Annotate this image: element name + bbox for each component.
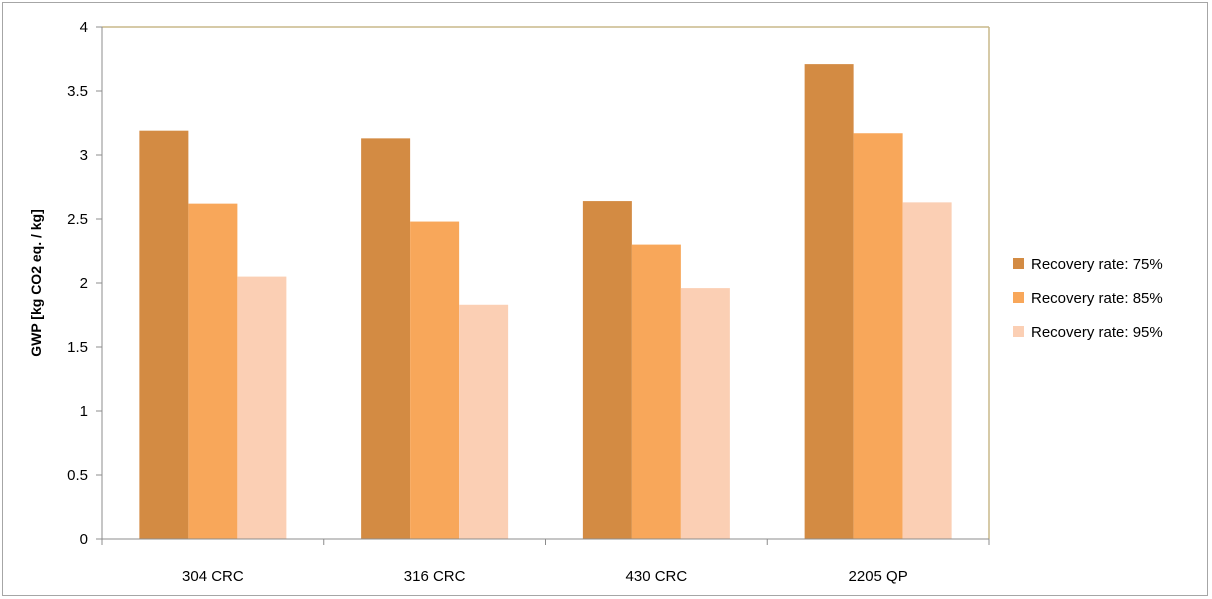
legend-label-2: Recovery rate: 85%: [1031, 290, 1163, 307]
plot-area: [102, 26, 990, 539]
bar-2205-qp-series-3: [902, 202, 952, 540]
x-tick-label: 316 CRC: [404, 568, 466, 585]
y-tick-label: 3.5: [67, 83, 88, 100]
legend-swatch-3: [1013, 326, 1024, 337]
bar-304-crc-series-3: [237, 276, 287, 539]
legend-swatch-1: [1013, 258, 1024, 269]
axes: 0 0.5 1 1.5 2 2.5 3 3.5 4 304 CRC 316 CRC 430 CRC 22…: [67, 19, 990, 585]
y-tick-label: 0.5: [67, 467, 88, 484]
y-tick-label: 1.5: [67, 339, 88, 356]
y-tick-label: 2.5: [67, 211, 88, 228]
x-tick-label: 430 CRC: [626, 568, 688, 585]
x-tick-label: 2205 QP: [849, 568, 908, 585]
y-tick-label: 1: [80, 403, 88, 420]
legend-label-3: Recovery rate: 95%: [1031, 324, 1163, 341]
bar-316-crc-series-3: [459, 304, 509, 539]
bar-304-crc-series-1: [139, 130, 189, 539]
bar-316-crc-series-1: [361, 138, 411, 540]
bar-430-crc-series-3: [680, 288, 730, 539]
bar-316-crc-series-2: [410, 221, 460, 539]
bar-2205-qp-series-1: [804, 64, 854, 539]
y-axis-title: GWP [kg CO2 eq. / kg]: [28, 209, 44, 357]
bar-304-crc-series-2: [188, 203, 238, 539]
bar-2205-qp-series-2: [853, 133, 903, 540]
y-tick-label: 0: [80, 531, 88, 548]
y-tick-label: 3: [80, 147, 88, 164]
legend-swatch-2: [1013, 292, 1024, 303]
y-tick-label: 2: [80, 275, 88, 292]
y-tick-label: 4: [80, 19, 88, 36]
bar-430-crc-series-2: [631, 244, 681, 539]
bar-chart: 0 0.5 1 1.5 2 2.5 3 3.5 4 304 CRC 316 CRC 430 CRC 22…: [28, 19, 1163, 585]
bar-430-crc-series-1: [582, 201, 632, 539]
x-tick-label: 304 CRC: [182, 568, 244, 585]
legend-label-1: Recovery rate: 75%: [1031, 256, 1163, 273]
legend: Recovery rate: 75% Recovery rate: 85% Reco…: [1013, 256, 1163, 341]
bars: [139, 64, 952, 540]
